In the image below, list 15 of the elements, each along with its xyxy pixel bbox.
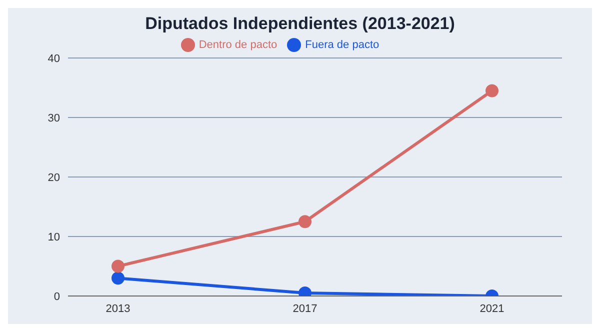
y-tick-label: 30	[48, 112, 60, 124]
y-tick-label: 0	[54, 290, 60, 303]
point	[298, 215, 312, 228]
y-tick-label: 40	[48, 52, 60, 65]
point	[112, 272, 124, 285]
point	[486, 84, 498, 98]
chart-title: Diputados Independientes (2013-2021)	[144, 13, 456, 34]
y-tick-label: 20	[48, 172, 60, 184]
y-tick-label: 10	[48, 231, 60, 244]
legend-label: Fuera de pacto	[305, 38, 380, 51]
point	[112, 260, 124, 273]
x-tick-label: 2013	[106, 302, 130, 315]
x-tick-label: 2021	[480, 302, 504, 315]
legend-label: Dentro de pacto	[198, 38, 278, 51]
x-tick-label: 2017	[292, 302, 318, 315]
